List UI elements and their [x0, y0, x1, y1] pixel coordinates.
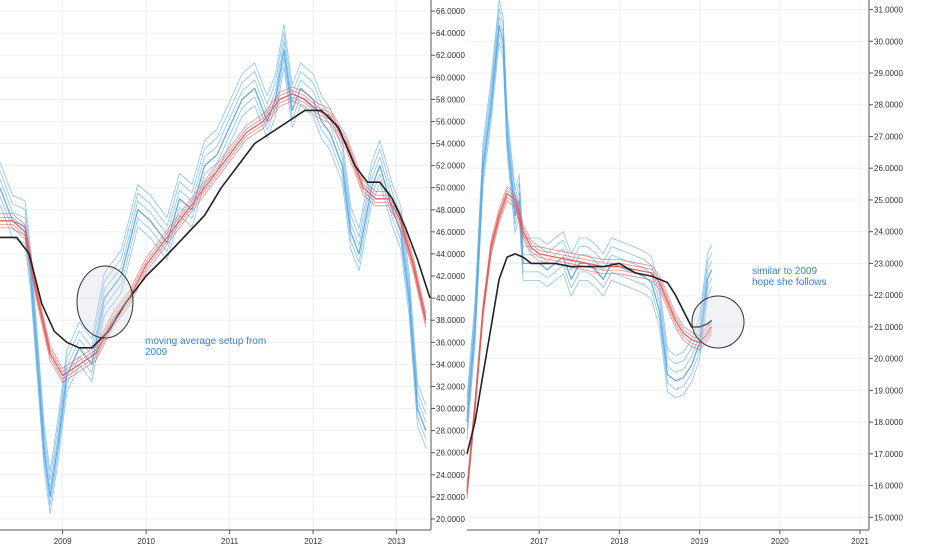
left-fast-ma-line [0, 23, 427, 472]
left-y-tick-label: 60.0000 [436, 73, 465, 82]
left-y-axis: 20.0000 22.0000 24.0000 26.0000 28.0000 30.00… [430, 0, 465, 530]
left-y-tick-label: 24.0000 [436, 471, 465, 480]
right-y-tick-label: 24.0000 [874, 228, 903, 237]
right-long-ma-line [466, 253, 713, 454]
left-y-tick-label: 46.0000 [436, 228, 465, 237]
left-x-tick-label: 2010 [137, 537, 155, 546]
right-y-axis: 15.0000 16.0000 17.0000 18.0000 19.0000 20.00… [868, 0, 903, 530]
left-y-tick-label: 26.0000 [436, 449, 465, 458]
right-x-tick-label: 2017 [530, 537, 548, 546]
left-chart-panel[interactable]: 20.0000 22.0000 24.0000 26.0000 28.0000 30.00… [0, 0, 465, 546]
right-y-tick-label: 18.0000 [874, 418, 903, 427]
left-highlight-circle [76, 265, 134, 339]
left-fast-ma-line [0, 66, 427, 515]
right-annotation-line-1: similar to 2009 [752, 266, 817, 277]
right-fast-ma-line [466, 0, 712, 397]
left-y-tick-label: 52.0000 [436, 162, 465, 171]
right-y-tick-label: 23.0000 [874, 259, 903, 268]
left-y-tick-label: 48.0000 [436, 206, 465, 215]
left-y-tick-label: 50.0000 [436, 184, 465, 193]
left-y-tick-label: 62.0000 [436, 51, 465, 60]
right-y-tick-label: 30.0000 [874, 37, 903, 46]
right-x-tick-label: 2021 [851, 537, 869, 546]
left-y-tick-label: 54.0000 [436, 140, 465, 149]
left-moving-average-ribbon [0, 23, 431, 515]
left-slow-ma-line [0, 89, 427, 373]
left-fast-ma-line [0, 49, 427, 498]
right-x-tick-label: 2018 [610, 537, 628, 546]
left-y-tick-label: 64.0000 [436, 29, 465, 38]
left-fast-ma-line [0, 40, 427, 489]
right-y-tick-label: 27.0000 [874, 132, 903, 141]
left-long-ma-line [0, 109, 431, 349]
right-y-tick-label: 28.0000 [874, 101, 903, 110]
right-slow-ma-line [466, 186, 712, 485]
left-slow-ma-line [0, 100, 427, 383]
left-fast-ma-line [0, 32, 427, 481]
right-y-tick-label: 16.0000 [874, 482, 903, 491]
right-y-tick-label: 25.0000 [874, 196, 903, 205]
left-y-tick-label: 34.0000 [436, 360, 465, 369]
left-y-tick-label: 20.0000 [436, 515, 465, 524]
left-y-tick-label: 42.0000 [436, 272, 465, 281]
left-annotation-line-1: moving average setup from [145, 336, 266, 347]
left-y-tick-label: 32.0000 [436, 382, 465, 391]
right-grid [467, 0, 868, 530]
right-x-tick-label: 2019 [691, 537, 709, 546]
left-y-tick-label: 36.0000 [436, 338, 465, 347]
right-slow-ma-line [466, 189, 712, 489]
right-y-tick-label: 22.0000 [874, 291, 903, 300]
left-x-tick-label: 2009 [54, 537, 72, 546]
right-x-tick-label: 2020 [771, 537, 789, 546]
right-slow-ma-line [466, 192, 713, 492]
right-y-tick-label: 31.0000 [874, 6, 903, 15]
right-chart-panel[interactable]: 15.0000 16.0000 17.0000 18.0000 19.0000 20.00… [466, 0, 903, 546]
left-y-tick-label: 30.0000 [436, 405, 465, 414]
left-x-axis: 2009 2010 2011 2012 2013 [0, 529, 431, 546]
left-x-tick-label: 2012 [304, 537, 322, 546]
left-y-tick-label: 44.0000 [436, 250, 465, 259]
right-annotation-line-2: hope she follows [752, 277, 827, 288]
left-y-tick-label: 40.0000 [436, 294, 465, 303]
left-y-tick-label: 38.0000 [436, 316, 465, 325]
right-y-tick-label: 20.0000 [874, 355, 903, 364]
left-y-tick-label: 28.0000 [436, 427, 465, 436]
left-slow-ma-line [0, 93, 427, 377]
right-y-tick-label: 26.0000 [874, 164, 903, 173]
left-slow-ma-line [0, 97, 427, 380]
right-y-tick-label: 19.0000 [874, 386, 903, 395]
right-y-tick-label: 15.0000 [874, 513, 903, 522]
left-y-tick-label: 66.0000 [436, 7, 465, 16]
left-x-tick-label: 2013 [388, 537, 406, 546]
right-y-tick-label: 21.0000 [874, 323, 903, 332]
right-moving-average-ribbon [466, 0, 713, 500]
left-y-tick-label: 56.0000 [436, 117, 465, 126]
right-slow-ma-line [466, 200, 712, 500]
left-slow-ma-line [0, 86, 427, 369]
left-annotation-line-2: 2009 [145, 347, 168, 358]
left-y-tick-label: 58.0000 [436, 95, 465, 104]
right-x-axis: 2017 2018 2019 2020 2021 [467, 529, 869, 546]
left-grid [0, 0, 430, 530]
left-y-tick-label: 22.0000 [436, 493, 465, 502]
right-y-tick-label: 29.0000 [874, 69, 903, 78]
left-fast-ma-line [0, 57, 427, 506]
right-highlight-circle [691, 295, 745, 349]
left-x-tick-label: 2011 [221, 537, 239, 546]
right-y-tick-label: 17.0000 [874, 450, 903, 459]
